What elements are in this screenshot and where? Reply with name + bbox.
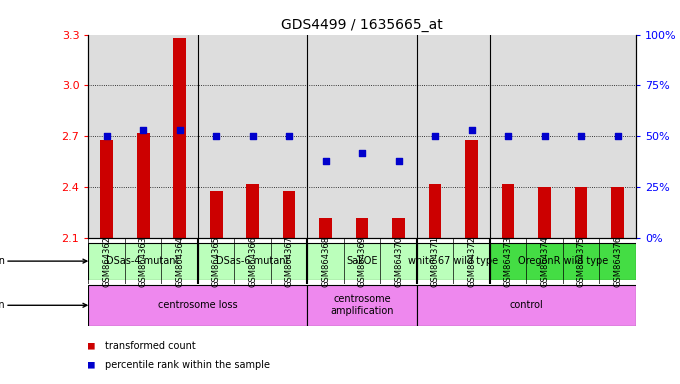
Text: transformed count: transformed count bbox=[105, 341, 196, 351]
Text: control: control bbox=[509, 300, 543, 310]
Text: GSM864370: GSM864370 bbox=[394, 236, 403, 286]
Point bbox=[393, 158, 404, 164]
Bar bbox=[490, 243, 636, 280]
Point bbox=[284, 133, 294, 139]
Text: GSM864368: GSM864368 bbox=[321, 235, 330, 287]
Point bbox=[320, 158, 331, 164]
Point bbox=[466, 127, 477, 133]
Bar bbox=[173, 38, 186, 238]
Text: GSM864371: GSM864371 bbox=[430, 236, 439, 286]
Point bbox=[174, 127, 185, 133]
Text: GSM864373: GSM864373 bbox=[504, 235, 513, 287]
Bar bbox=[575, 187, 588, 238]
Bar bbox=[356, 218, 369, 238]
Text: GSM864372: GSM864372 bbox=[467, 236, 476, 286]
Text: OregonR wild type: OregonR wild type bbox=[517, 256, 608, 266]
Bar bbox=[417, 243, 490, 280]
Bar bbox=[100, 140, 113, 238]
Bar bbox=[428, 184, 441, 238]
Text: white 67 wild type: white 67 wild type bbox=[408, 256, 498, 266]
Text: GSM864366: GSM864366 bbox=[248, 235, 257, 287]
Text: DSas-4 mutant: DSas-4 mutant bbox=[107, 256, 180, 266]
Bar bbox=[538, 187, 551, 238]
Bar bbox=[88, 285, 307, 326]
Point bbox=[248, 133, 258, 139]
Point bbox=[612, 133, 623, 139]
Point bbox=[430, 133, 441, 139]
Text: GSM864365: GSM864365 bbox=[211, 236, 220, 286]
Text: percentile rank within the sample: percentile rank within the sample bbox=[105, 360, 271, 370]
Bar bbox=[246, 184, 259, 238]
Point bbox=[575, 133, 586, 139]
Text: ■: ■ bbox=[88, 360, 95, 370]
Point bbox=[503, 133, 513, 139]
Bar bbox=[392, 218, 405, 238]
Text: GSM864362: GSM864362 bbox=[102, 236, 111, 286]
Text: genotype/variation: genotype/variation bbox=[0, 300, 87, 310]
Bar bbox=[307, 285, 417, 326]
Point bbox=[137, 127, 149, 133]
Bar bbox=[319, 218, 332, 238]
Text: strain: strain bbox=[0, 256, 87, 266]
Bar bbox=[502, 184, 515, 238]
Bar bbox=[307, 243, 417, 280]
Text: SakOE: SakOE bbox=[346, 256, 378, 266]
Bar bbox=[465, 140, 478, 238]
Title: GDS4499 / 1635665_at: GDS4499 / 1635665_at bbox=[282, 18, 443, 32]
Text: GSM864364: GSM864364 bbox=[175, 236, 184, 286]
Text: GSM864375: GSM864375 bbox=[577, 236, 585, 286]
Bar bbox=[611, 187, 624, 238]
Bar bbox=[283, 190, 296, 238]
Point bbox=[211, 133, 222, 139]
Bar bbox=[88, 243, 198, 280]
Text: ■: ■ bbox=[88, 341, 95, 351]
Text: GSM864369: GSM864369 bbox=[358, 236, 367, 286]
Text: DSas-6 mutant: DSas-6 mutant bbox=[216, 256, 289, 266]
Text: centrosome
amplification: centrosome amplification bbox=[330, 295, 394, 316]
Point bbox=[101, 133, 112, 139]
Text: GSM864374: GSM864374 bbox=[540, 236, 549, 286]
Text: centrosome loss: centrosome loss bbox=[158, 300, 238, 310]
Bar bbox=[417, 285, 636, 326]
Text: GSM864363: GSM864363 bbox=[139, 235, 148, 287]
Text: GSM864367: GSM864367 bbox=[285, 235, 294, 287]
Bar bbox=[198, 243, 307, 280]
Point bbox=[356, 149, 367, 156]
Text: GSM864376: GSM864376 bbox=[613, 235, 622, 287]
Bar bbox=[209, 190, 222, 238]
Point bbox=[539, 133, 550, 139]
Bar bbox=[137, 133, 150, 238]
